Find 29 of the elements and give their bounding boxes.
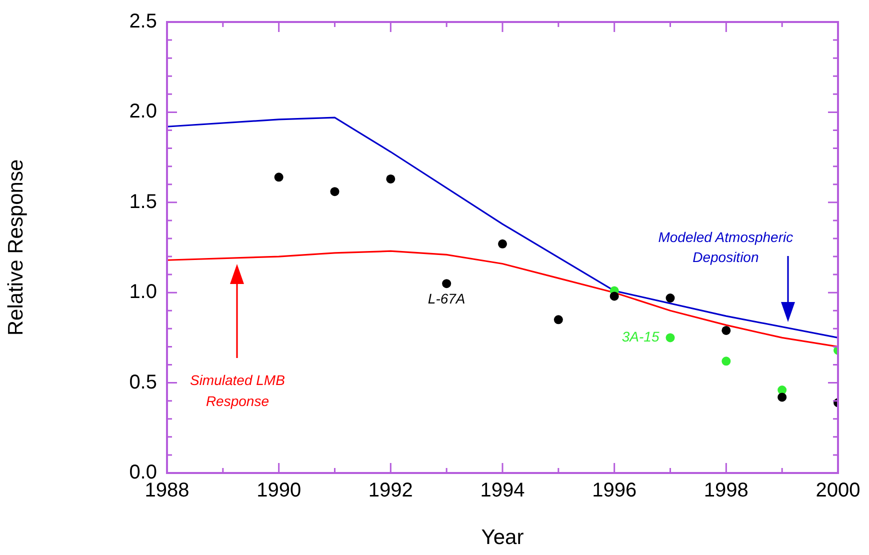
text: Modeled Atmospheric Deposition bbox=[658, 228, 794, 265]
x-axis-title: Year bbox=[481, 526, 524, 550]
point bbox=[666, 333, 675, 342]
point bbox=[498, 239, 507, 248]
point bbox=[330, 187, 340, 196]
point bbox=[442, 279, 452, 288]
x-tick-label: 1990 bbox=[256, 480, 302, 502]
x-tick-label: 1992 bbox=[368, 480, 413, 502]
y-tick-label: 0.5 bbox=[129, 371, 157, 394]
point bbox=[554, 315, 563, 324]
x-tick-label: 1994 bbox=[480, 480, 525, 502]
series-label: 3A-15 bbox=[622, 328, 660, 345]
y-axis-title: Relative Response bbox=[4, 159, 28, 336]
point bbox=[610, 292, 619, 301]
point bbox=[722, 356, 731, 366]
text: Simulated LMB Response bbox=[190, 372, 285, 409]
y-tick-label: 1.0 bbox=[129, 281, 157, 304]
point bbox=[386, 174, 396, 184]
point bbox=[722, 326, 731, 335]
series-label: L-67A bbox=[428, 290, 466, 306]
x-tick-label: 2000 bbox=[816, 480, 860, 502]
x-tick-label: 1996 bbox=[592, 480, 637, 502]
y-tick-label: 2.0 bbox=[129, 100, 157, 123]
y-tick-label: 1.5 bbox=[129, 190, 157, 213]
point bbox=[274, 172, 284, 182]
x-tick-label: 1998 bbox=[704, 480, 748, 502]
point bbox=[666, 294, 675, 303]
point bbox=[778, 392, 787, 402]
y-tick-label: 2.5 bbox=[129, 10, 157, 33]
